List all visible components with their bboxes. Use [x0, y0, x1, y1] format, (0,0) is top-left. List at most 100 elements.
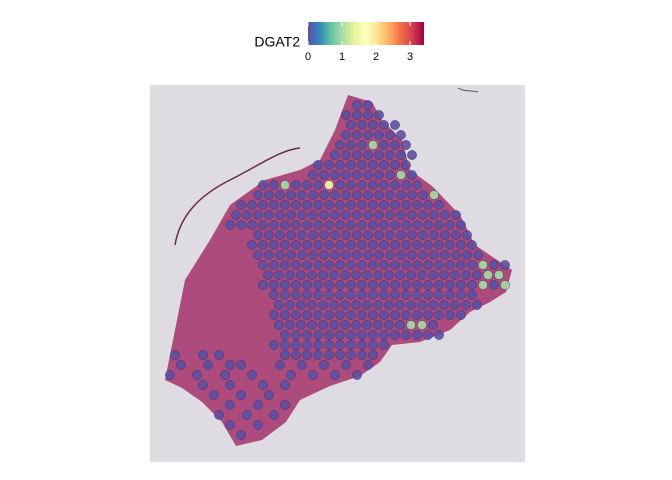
spot — [274, 270, 284, 280]
spot — [209, 390, 219, 400]
spot — [423, 290, 433, 300]
spot — [390, 310, 400, 320]
spot — [269, 240, 279, 250]
spot — [401, 220, 411, 230]
spot — [318, 300, 328, 310]
spot — [401, 180, 411, 190]
spot — [396, 170, 406, 180]
spot — [291, 240, 301, 250]
spot — [253, 400, 263, 410]
spot — [170, 350, 180, 360]
spot — [335, 330, 345, 340]
spot — [253, 210, 263, 220]
spot — [363, 150, 373, 160]
spot — [373, 300, 383, 310]
spot — [269, 310, 279, 320]
spot — [324, 180, 334, 190]
spot — [307, 300, 317, 310]
spot — [198, 350, 208, 360]
spot — [368, 310, 378, 320]
spot — [296, 270, 306, 280]
spot — [428, 300, 438, 310]
spot — [456, 220, 466, 230]
spot — [308, 250, 318, 260]
spot — [264, 390, 274, 400]
spot — [374, 150, 384, 160]
spot — [407, 190, 417, 200]
spot — [462, 230, 472, 240]
spot — [368, 160, 378, 170]
spot — [473, 250, 483, 260]
spot — [489, 280, 499, 290]
spot — [368, 220, 378, 230]
spot — [396, 210, 406, 220]
spot — [384, 270, 394, 280]
spot — [363, 190, 373, 200]
spot — [352, 370, 362, 380]
spot — [335, 200, 345, 210]
spot — [203, 360, 213, 370]
spot — [285, 300, 295, 310]
spot — [247, 370, 257, 380]
spot — [225, 400, 235, 410]
spot — [335, 290, 345, 300]
spot — [313, 290, 323, 300]
spot — [330, 210, 340, 220]
spot — [412, 260, 422, 270]
spot — [379, 280, 389, 290]
spot — [368, 340, 378, 350]
spot — [318, 320, 328, 330]
spot — [401, 160, 411, 170]
spot — [286, 250, 296, 260]
spot — [269, 340, 279, 350]
spot — [236, 390, 246, 400]
spot — [368, 330, 378, 340]
spot — [379, 330, 389, 340]
spot — [346, 120, 356, 130]
spot — [253, 230, 263, 240]
spot — [390, 140, 400, 150]
spot — [379, 220, 389, 230]
spot — [192, 370, 202, 380]
spot — [440, 250, 450, 260]
spot — [335, 350, 345, 360]
spot — [324, 260, 334, 270]
spot — [291, 220, 301, 230]
spot — [451, 250, 461, 260]
spot — [269, 410, 279, 420]
spot — [341, 110, 351, 120]
spot — [302, 200, 312, 210]
spot — [264, 250, 274, 260]
spot — [341, 190, 351, 200]
spot — [467, 290, 477, 300]
spot — [352, 100, 362, 110]
spot — [352, 210, 362, 220]
spot — [445, 260, 455, 270]
spot — [363, 360, 373, 370]
spot — [286, 230, 296, 240]
spot — [434, 240, 444, 250]
spot — [313, 350, 323, 360]
spot — [352, 150, 362, 160]
spot — [401, 310, 411, 320]
spot — [286, 370, 296, 380]
spot — [324, 160, 334, 170]
spot — [456, 240, 466, 250]
spot — [374, 170, 384, 180]
spot — [351, 270, 361, 280]
spot — [242, 410, 252, 420]
spot — [412, 220, 422, 230]
spot — [302, 310, 312, 320]
spot — [363, 170, 373, 180]
spot — [335, 160, 345, 170]
spot — [263, 270, 273, 280]
spot — [280, 290, 290, 300]
spot — [340, 320, 350, 330]
spot — [258, 180, 268, 190]
spot — [467, 260, 477, 270]
spot — [341, 170, 351, 180]
spot — [412, 200, 422, 210]
spot — [264, 210, 274, 220]
spot — [385, 230, 395, 240]
spot — [362, 320, 372, 330]
